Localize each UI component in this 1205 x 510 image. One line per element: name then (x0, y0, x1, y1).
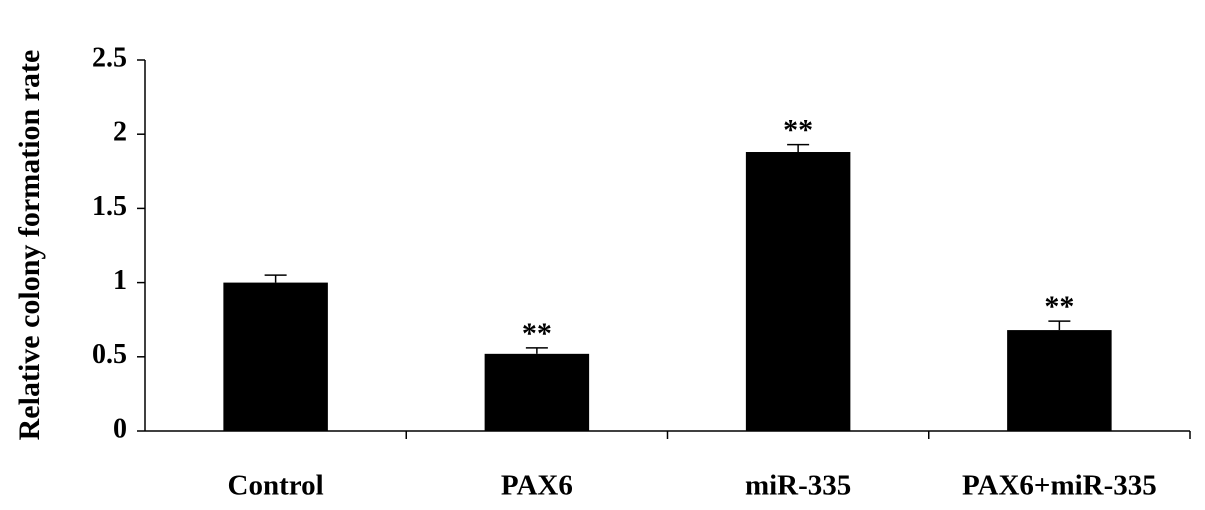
significance-label: ** (783, 113, 813, 146)
y-tick-label: 0.5 (92, 339, 127, 370)
y-axis-label: Relative colony formation rate (13, 50, 46, 441)
y-tick-label: 1 (113, 265, 127, 296)
x-tick-label: Control (228, 470, 324, 502)
y-tick-label: 1.5 (92, 191, 127, 222)
x-tick-label: miR-335 (745, 470, 851, 502)
significance-label: ** (522, 317, 552, 350)
bar (1007, 330, 1112, 431)
x-tick-label: PAX6+miR-335 (962, 470, 1157, 502)
y-tick-label: 0 (113, 413, 127, 444)
significance-label: ** (1044, 290, 1074, 323)
y-tick-label: 2 (113, 117, 127, 148)
x-tick-label: PAX6 (501, 470, 573, 502)
bar (484, 353, 590, 431)
bar (223, 282, 328, 431)
y-tick-label: 2.5 (92, 42, 127, 73)
bar (745, 152, 851, 431)
